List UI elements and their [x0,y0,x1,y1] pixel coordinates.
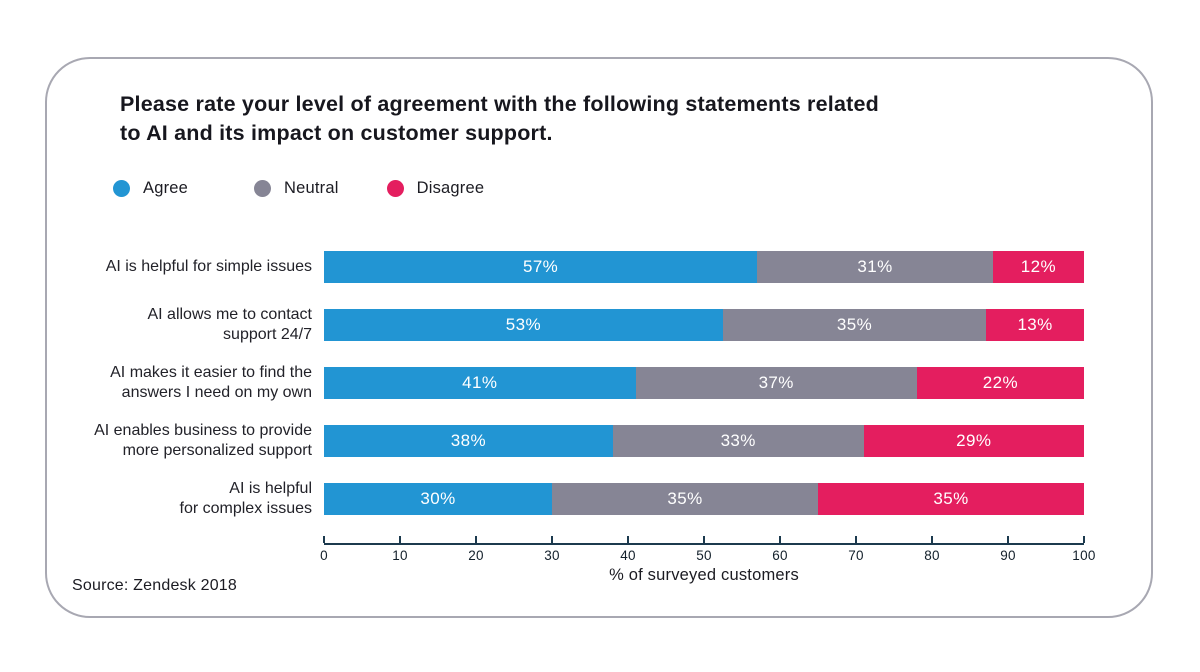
stacked-bar: 30% 35% 35% [324,483,1084,515]
row-label: AI is helpful for complex issues [179,480,313,517]
x-axis-tick-label: 70 [848,548,864,563]
x-axis-tick [703,536,705,543]
x-axis-tick [399,536,401,543]
row-label: AI allows me to contact support 24/7 [147,306,312,343]
stacked-bar: 38% 33% 29% [324,425,1084,457]
chart-title-line-2: to AI and its impact on customer support… [120,121,553,145]
legend: Agree Neutral Disagree [113,179,484,198]
bar-segment-neutral: 37% [635,367,917,399]
x-axis-tick [627,536,629,543]
bar-segment-neutral: 35% [552,483,818,515]
chart-row: AI makes it easier to find the answers I … [72,364,1084,401]
x-axis-tick [551,536,553,543]
x-axis-tick-label: 40 [620,548,636,563]
stacked-bar: 53% 35% 13% [324,309,1084,341]
x-axis-tick-label: 90 [1000,548,1016,563]
disagree-dot-icon [386,180,404,197]
x-axis-tick [931,536,933,543]
chart-title: Please rate your level of agreement with… [120,90,879,148]
chart-row: AI is helpful for complex issues 30% 35% 35% [72,480,1084,517]
x-axis-label: % of surveyed customers [609,566,799,584]
x-axis-tick-label: 50 [696,548,712,563]
neutral-dot-icon [254,180,272,197]
x-axis-tick-label: 10 [392,548,408,563]
chart-row: AI enables business to provide more perso… [72,422,1084,459]
bar-segment-agree: 38% [324,425,613,457]
bar-segment-agree: 41% [324,367,636,399]
stacked-bar: 57% 31% 12% [324,251,1084,283]
chart-title-line-1: Please rate your level of agreement with… [120,92,879,116]
x-axis-tick-label: 20 [468,548,484,563]
bar-segment-agree: 57% [324,251,758,283]
chart-row: AI is helpful for simple issues 57% 31% 12% [72,251,1084,283]
bar-segment-neutral: 35% [722,309,987,341]
bar-segment-neutral: 33% [612,425,864,457]
x-axis-tick [779,536,781,543]
legend-label: Disagree [416,179,485,197]
x-axis: 0 10 20 30 40 50 60 70 80 90 100 [320,536,1095,563]
chart-rows: AI is helpful for simple issues 57% 31% 12%… [72,251,1084,541]
x-axis-tick-label: 30 [544,548,560,563]
bar-segment-disagree: 29% [863,425,1084,457]
x-axis-tick [323,536,325,543]
legend-item-neutral: Neutral [254,179,339,198]
bar-segment-disagree: 35% [818,483,1084,515]
agree-dot-icon [113,180,130,197]
x-axis-tick-label: 60 [772,548,788,563]
legend-item-disagree: Disagree [386,179,485,198]
bar-segment-disagree: 12% [992,251,1084,283]
bar-segment-agree: 53% [324,309,723,341]
x-axis-tick-label: 0 [320,548,328,563]
x-axis-tick-label: 100 [1072,548,1096,563]
bar-segment-disagree: 22% [916,367,1084,399]
row-label: AI makes it easier to find the answers I … [110,364,312,401]
legend-label: Neutral [284,179,339,197]
row-label: AI is helpful for simple issues [105,258,312,275]
bar-segment-neutral: 31% [757,251,993,283]
legend-item-agree: Agree [113,179,188,198]
chart-card: Please rate your level of agreement with… [45,57,1153,618]
x-axis-tick [1083,536,1085,543]
bar-segment-agree: 30% [324,483,552,515]
x-axis-tick-label: 80 [924,548,940,563]
legend-label: Agree [143,179,189,197]
source-note: Source: Zendesk 2018 [72,577,237,594]
row-label: AI enables business to provide more perso… [94,422,312,459]
chart-row: AI allows me to contact support 24/7 53% 35… [72,306,1084,343]
x-axis-tick [475,536,477,543]
x-axis-tick [855,536,857,543]
stacked-bar: 41% 37% 22% [324,367,1084,399]
bar-segment-disagree: 13% [986,309,1084,341]
x-axis-tick [1007,536,1009,543]
